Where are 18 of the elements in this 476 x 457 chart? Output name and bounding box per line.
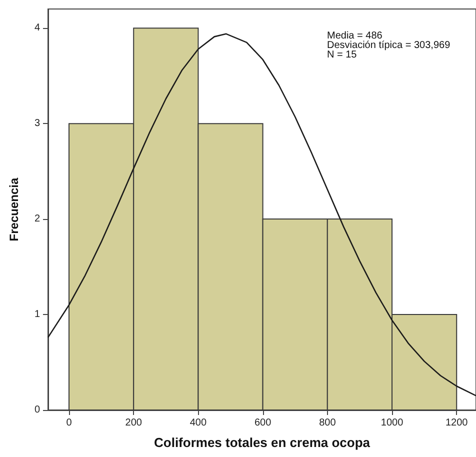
line-series [47,33,476,396]
y-axis-title: Frecuencia [7,178,21,242]
x-tick-label: 1200 [445,418,468,428]
x-tick-label: 600 [254,418,272,428]
y-tick-label: 1 [34,309,40,320]
annotation: Desviación típica = 303,969 [327,40,451,51]
x-tick-label: 200 [125,418,142,428]
y-tick-label: 3 [34,118,40,130]
x-tick-label: 400 [190,418,207,428]
x-tick-label: 800 [319,418,336,428]
x-tick-label: 0 [66,418,72,428]
y-tick-label: 4 [34,22,40,34]
annotation: Media = 486 [327,30,383,42]
y-tick-label: 2 [34,214,40,225]
annotation: N = 15 [327,50,358,60]
x-tick-label: 1000 [380,418,404,428]
y-tick-label: 0 [34,404,40,416]
x-axis-title: Coliformes totales en crema ocopa [154,435,371,450]
